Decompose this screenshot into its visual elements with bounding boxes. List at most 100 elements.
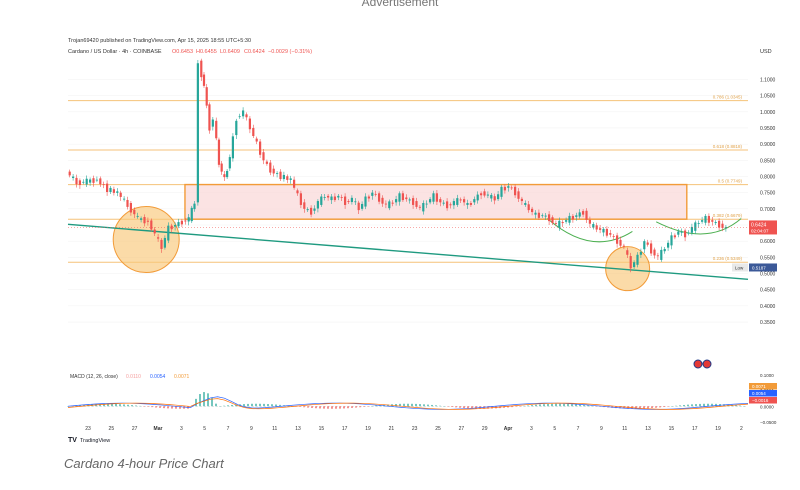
- candle-body: [231, 136, 234, 159]
- candle-body: [226, 170, 229, 178]
- macd-histogram-bar: [159, 406, 161, 408]
- macd-histogram-bar: [163, 406, 165, 409]
- macd-histogram-bar: [535, 404, 537, 407]
- macd-histogram-bar: [711, 403, 713, 407]
- candle-body: [361, 203, 364, 209]
- candle-body: [92, 178, 95, 183]
- candle-body: [537, 212, 540, 218]
- macd-histogram-bar: [243, 404, 245, 407]
- candle-body: [248, 118, 251, 130]
- x-tick-label: 13: [645, 426, 651, 432]
- macd-y-tick: −0.0500: [760, 420, 777, 425]
- candle-body: [384, 203, 387, 205]
- macd-histogram-bar: [279, 404, 281, 407]
- candle-body: [177, 222, 180, 227]
- candle-body: [116, 191, 119, 193]
- candle-body: [220, 163, 223, 172]
- candle-body: [514, 186, 517, 196]
- price-tag-countdown: 02:04:07: [751, 228, 769, 233]
- candle-body: [459, 199, 462, 201]
- candle-body: [205, 87, 208, 106]
- candle-body: [701, 220, 704, 222]
- y-tick-label: 1.0000: [760, 110, 776, 116]
- macd-histogram-bar: [355, 406, 357, 408]
- candle-body: [565, 220, 568, 222]
- candle-body: [524, 203, 527, 205]
- y-tick-label: 1.0500: [760, 94, 776, 100]
- macd-histogram-bar: [547, 403, 549, 407]
- macd-histogram-bar: [735, 405, 737, 407]
- x-tick-label: 19: [715, 426, 721, 432]
- ohlc-c: C0.6424: [244, 49, 265, 55]
- macd-histogram-bar: [271, 404, 273, 407]
- macd-histogram-bar: [223, 405, 225, 407]
- y-tick-label: 1.1000: [760, 77, 776, 83]
- candle-body: [354, 201, 357, 203]
- macd-histogram-bar: [739, 405, 741, 407]
- symbol-line: Cardano / US Dollar · 4h · COINBASE: [68, 49, 162, 55]
- y-tick-label: 0.5500: [760, 255, 776, 261]
- candle-body: [405, 197, 408, 200]
- macd-histogram-bar: [111, 403, 113, 407]
- y-tick-label: 0.6000: [760, 239, 776, 245]
- candle-body: [200, 60, 203, 78]
- y-tick-label: 0.7000: [760, 207, 776, 213]
- ohlc-change: −0.0029 (−0.31%): [268, 49, 312, 55]
- highlight-circles: [112, 206, 651, 292]
- candle-body: [163, 237, 166, 248]
- x-tick-label: 3: [180, 426, 183, 432]
- candle-body: [272, 168, 275, 174]
- fib-label-0.786: 0.786 (1.0345): [713, 95, 743, 100]
- macd-histogram-bar: [183, 406, 185, 409]
- candle-body: [160, 239, 163, 249]
- macd-histogram-bar: [531, 405, 533, 407]
- macd-histogram-bar: [699, 403, 701, 407]
- candle-body: [180, 220, 183, 225]
- candle-body: [310, 207, 313, 215]
- event-flag-icon: [702, 359, 712, 369]
- candle-body: [544, 215, 547, 217]
- y-tick-label: 0.8000: [760, 174, 776, 180]
- macd-histogram-bar: [199, 394, 201, 407]
- y-tick-label: 0.7500: [760, 191, 776, 197]
- x-tick-label: 23: [85, 426, 91, 432]
- candle-body: [245, 114, 248, 118]
- candle-body: [694, 222, 697, 231]
- candle-body: [89, 179, 92, 183]
- macd-tag-box: [749, 390, 777, 397]
- macd-histogram-bar: [215, 403, 217, 407]
- macd-histogram-bar: [459, 406, 461, 408]
- candle-body: [167, 225, 170, 241]
- macd-histogram-bar: [323, 406, 325, 409]
- macd-histogram-bar: [487, 406, 489, 409]
- candle-body: [684, 230, 687, 238]
- x-tick-label: 9: [600, 426, 603, 432]
- macd-histogram-bar: [415, 403, 417, 407]
- macd-histogram-bar: [151, 406, 153, 408]
- macd-tag-value: −0.0016: [752, 398, 769, 403]
- macd-tag-value: 0.0071: [752, 384, 766, 389]
- macd-histogram-bar: [303, 406, 305, 408]
- candle-body: [517, 191, 520, 199]
- candle-body: [262, 152, 265, 161]
- candle-body: [99, 178, 102, 185]
- macd-histogram-bar: [339, 406, 341, 409]
- candle-body: [633, 262, 636, 268]
- candle-body: [490, 194, 493, 199]
- macd-histogram-bar: [343, 406, 345, 409]
- macd-histogram-bar: [335, 406, 337, 409]
- macd-histogram-bar: [299, 406, 301, 407]
- macd-histogram-bar: [439, 405, 441, 407]
- macd-histogram-bar: [311, 406, 313, 408]
- candle-body: [425, 203, 428, 205]
- candle-body: [344, 196, 347, 205]
- fib-label-0.5: 0.5 (0.7749): [718, 179, 743, 184]
- macd-histogram-bar: [251, 403, 253, 407]
- macd-histogram-bar: [79, 405, 81, 407]
- x-tick-label: 3: [530, 426, 533, 432]
- candle-body: [126, 199, 129, 207]
- candle-body: [456, 198, 459, 205]
- macd-histogram-bar: [211, 397, 213, 407]
- x-tick-label: Mar: [154, 426, 163, 432]
